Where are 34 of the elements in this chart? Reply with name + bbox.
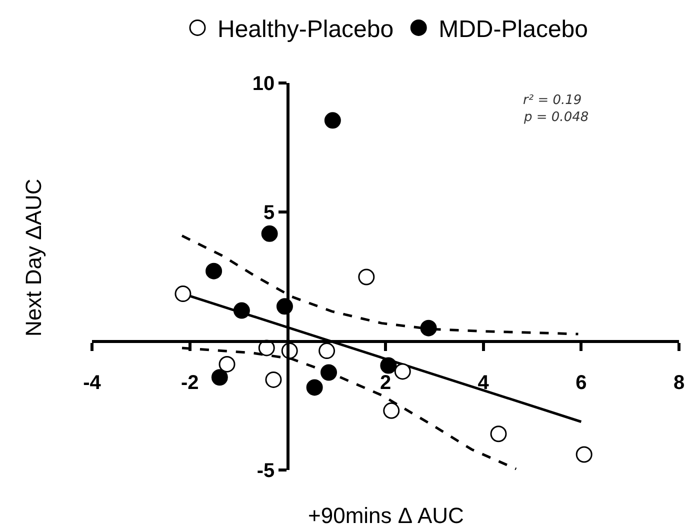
point [261, 225, 278, 242]
point [265, 371, 282, 388]
y-tick-label: -5 [256, 460, 275, 482]
y-axis-title: Next Day ΔAUC [21, 178, 46, 336]
point [320, 364, 338, 381]
x-axis-title: +90mins Δ AUC [308, 503, 464, 528]
point [174, 286, 192, 302]
point [324, 112, 341, 129]
x-tick-label: -4 [83, 372, 102, 394]
x-tick-label: -2 [180, 372, 199, 394]
x-tick-label: 8 [673, 372, 685, 394]
point [318, 342, 336, 360]
legend-label: MDD-Placebo [438, 16, 588, 44]
line-series [180, 234, 580, 336]
annotation: r² = 0.19 [523, 93, 582, 108]
y-tick-label: 5 [264, 202, 275, 224]
point [211, 369, 228, 386]
point [233, 302, 250, 319]
point [206, 262, 222, 280]
point [394, 363, 411, 380]
point [358, 268, 375, 286]
y-tick-label: 10 [252, 73, 275, 95]
point [420, 320, 437, 336]
point [306, 379, 323, 396]
point [576, 446, 592, 463]
point [218, 356, 236, 372]
point [490, 426, 507, 442]
x-tick-label: 4 [478, 372, 490, 394]
x-tick-label: 2 [380, 372, 392, 394]
legend-label: Healthy-Placebo [218, 16, 394, 44]
annotation: p = 0.048 [523, 110, 589, 125]
point [380, 357, 397, 374]
x-tick-label: 6 [576, 372, 587, 394]
point [383, 402, 400, 419]
